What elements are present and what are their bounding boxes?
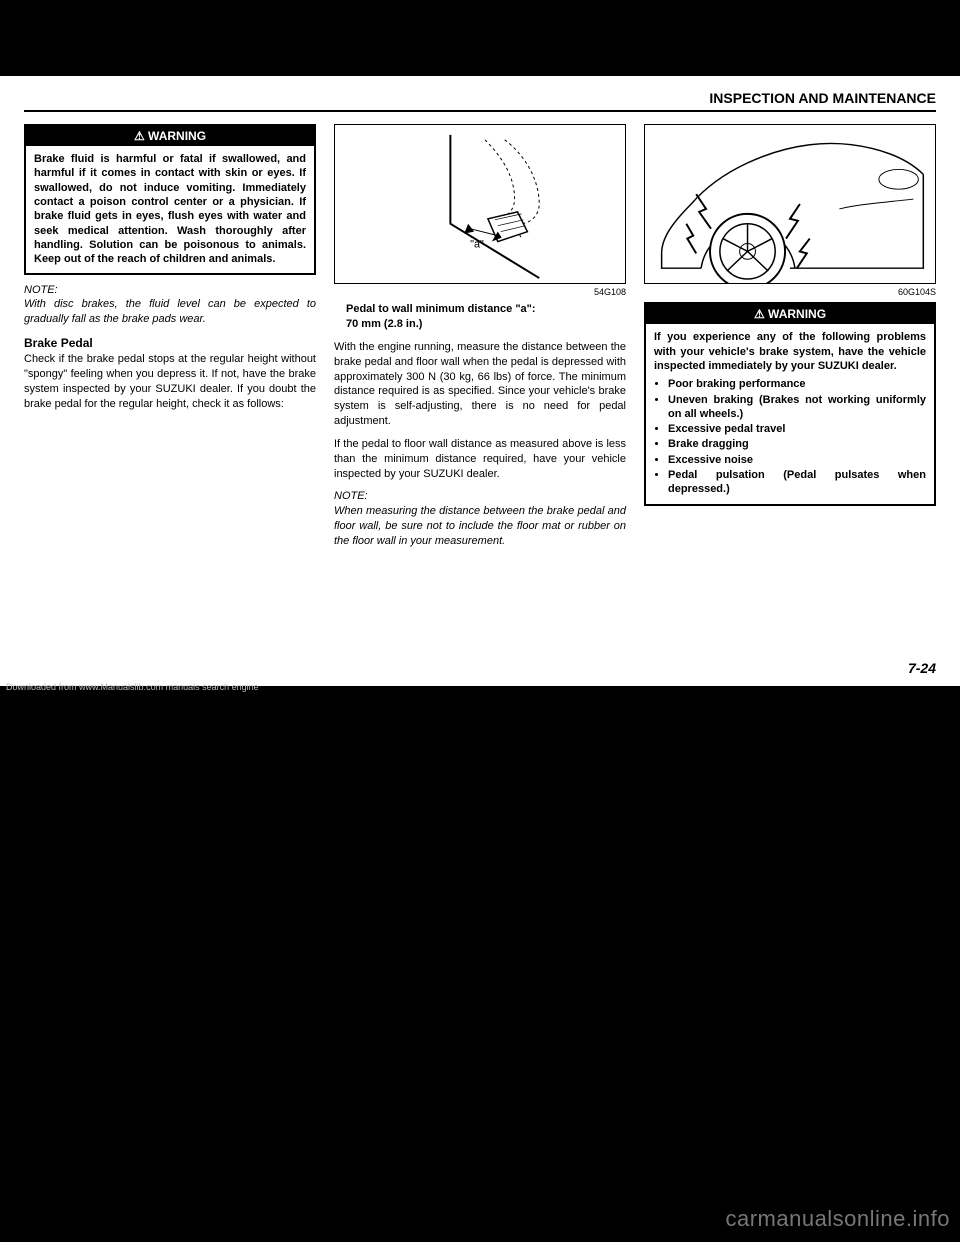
- col2-body1: With the engine running, measure the dis…: [334, 340, 626, 429]
- columns: WARNING Brake fluid is harmful or fatal …: [24, 124, 936, 557]
- column-2: "a" 54G108 Pedal to wall minimum distanc…: [334, 124, 626, 557]
- col2-body2: If the pedal to floor wall distance as m…: [334, 437, 626, 482]
- warning-item: Brake dragging: [668, 437, 926, 451]
- page-number: 7-24: [908, 660, 936, 676]
- warning-item: Excessive pedal travel: [668, 422, 926, 436]
- figure-caption-1: 54G108: [334, 286, 626, 298]
- car-figure: [644, 124, 936, 284]
- download-footer: Downloaded from www.Manualslib.com manua…: [6, 682, 259, 692]
- warning-box-fluid: WARNING Brake fluid is harmful or fatal …: [24, 124, 316, 275]
- warning-item: Poor braking performance: [668, 377, 926, 391]
- pedal-distance-title: Pedal to wall minimum distance "a": 70 m…: [334, 302, 626, 332]
- note-2: NOTE: When measuring the distance betwee…: [334, 489, 626, 548]
- note-label-2: NOTE:: [334, 490, 368, 502]
- brake-pedal-subhead: Brake Pedal: [24, 335, 316, 351]
- pedal-diagram-svg: "a": [335, 125, 625, 283]
- warning-list: Poor braking performance Uneven braking …: [654, 377, 926, 496]
- warning-body: Brake fluid is harmful or fatal if swall…: [26, 146, 314, 272]
- warning-item: Pedal pulsation (Pedal pulsates when dep…: [668, 468, 926, 497]
- warning-body-2: If you experience any of the following p…: [646, 324, 934, 503]
- note-text-2: When measuring the distance between the …: [334, 505, 626, 547]
- warning-intro: If you experience any of the following p…: [654, 331, 926, 372]
- note-label: NOTE:: [24, 284, 58, 296]
- warning-item: Uneven braking (Brakes not working unifo…: [668, 393, 926, 422]
- page-header: INSPECTION AND MAINTENANCE: [24, 90, 936, 112]
- brake-pedal-body: Check if the brake pedal stops at the re…: [24, 352, 316, 411]
- warning-heading-2: WARNING: [646, 304, 934, 324]
- pedal-title-line1: Pedal to wall minimum distance "a":: [346, 303, 536, 315]
- column-1: WARNING Brake fluid is harmful or fatal …: [24, 124, 316, 557]
- warning-box-problems: WARNING If you experience any of the fol…: [644, 302, 936, 505]
- pedal-title-line2: 70 mm (2.8 in.): [346, 318, 422, 330]
- manual-page: INSPECTION AND MAINTENANCE WARNING Brake…: [0, 76, 960, 686]
- dimension-a-label: "a": [470, 238, 484, 250]
- site-watermark: carmanualsonline.info: [725, 1206, 950, 1232]
- warning-item: Excessive noise: [668, 453, 926, 467]
- warning-heading: WARNING: [26, 126, 314, 146]
- figure-caption-2: 60G104S: [644, 286, 936, 298]
- pedal-figure: "a": [334, 124, 626, 284]
- note-text: With disc brakes, the fluid level can be…: [24, 298, 316, 325]
- car-diagram-svg: [645, 125, 935, 283]
- note-1: NOTE: With disc brakes, the fluid level …: [24, 283, 316, 328]
- column-3: 60G104S WARNING If you experience any of…: [644, 124, 936, 557]
